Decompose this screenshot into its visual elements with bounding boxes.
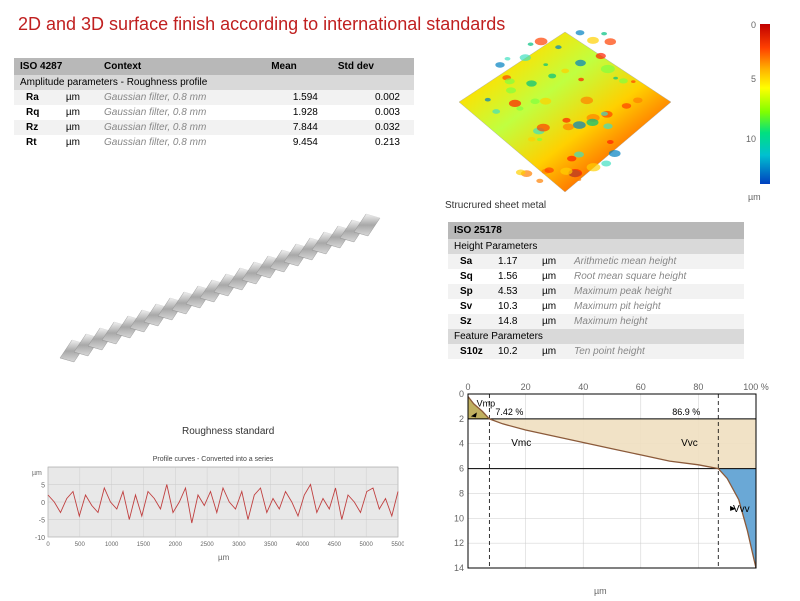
- svg-text:14: 14: [454, 563, 464, 573]
- svg-text:-10: -10: [35, 535, 45, 542]
- roughness-standard-caption: Roughness standard: [182, 426, 274, 437]
- svg-text:0: 0: [41, 500, 45, 507]
- abbott-firestone-chart: 0 20 40 60 80 100 % 0 2 4 6 8 10 12 14 7.42 % 86.9 % Vmp…: [440, 380, 770, 580]
- svg-text:5: 5: [41, 483, 45, 490]
- svg-text:40: 40: [578, 382, 588, 392]
- svg-text:4500: 4500: [328, 542, 342, 548]
- svg-text:Vmc: Vmc: [511, 438, 531, 449]
- roughness-standard-image: [40, 188, 400, 398]
- svg-text:10: 10: [454, 513, 464, 523]
- svg-text:6: 6: [459, 464, 464, 474]
- svg-text:3000: 3000: [232, 542, 246, 548]
- iso4287-table: ISO 4287ContextMeanStd devAmplitude para…: [14, 58, 414, 150]
- svg-text:1000: 1000: [105, 542, 119, 548]
- abbott-y-unit: µm: [594, 586, 607, 596]
- svg-text:-5: -5: [39, 518, 45, 525]
- svg-text:80: 80: [693, 382, 703, 392]
- svg-text:2500: 2500: [200, 542, 214, 548]
- svg-text:5500: 5500: [391, 542, 404, 548]
- iso25178-table: ISO 25178Height ParametersSa1.17µmArithm…: [448, 222, 744, 359]
- svg-text:2000: 2000: [169, 542, 183, 548]
- svg-text:Vmp: Vmp: [477, 398, 496, 408]
- svg-text:0: 0: [46, 542, 50, 548]
- svg-text:Vvc: Vvc: [681, 438, 698, 449]
- svg-text:4: 4: [459, 439, 464, 449]
- profile-curves-chart: Profile curves - Converted into a series…: [22, 456, 404, 560]
- svg-text:7.42 %: 7.42 %: [495, 407, 523, 417]
- svg-text:5000: 5000: [360, 542, 374, 548]
- svg-text:3500: 3500: [264, 542, 278, 548]
- svg-text:0: 0: [465, 382, 470, 392]
- svg-text:20: 20: [521, 382, 531, 392]
- svg-text:86.9 %: 86.9 %: [672, 407, 700, 417]
- colorbar: 0 5 10 µm: [736, 24, 784, 204]
- svg-text:500: 500: [75, 542, 86, 548]
- svg-text:Vvv: Vvv: [733, 504, 750, 515]
- svg-text:100 %: 100 %: [743, 382, 769, 392]
- surface-3d-render: [445, 22, 685, 202]
- svg-text:1500: 1500: [137, 542, 151, 548]
- svg-text:60: 60: [636, 382, 646, 392]
- svg-text:8: 8: [459, 488, 464, 498]
- surface-3d-caption: Strucrured sheet metal: [445, 200, 546, 211]
- svg-text:4000: 4000: [296, 542, 310, 548]
- svg-text:12: 12: [454, 538, 464, 548]
- svg-text:2: 2: [459, 414, 464, 424]
- svg-text:0: 0: [459, 389, 464, 399]
- svg-text:µm: µm: [32, 470, 42, 477]
